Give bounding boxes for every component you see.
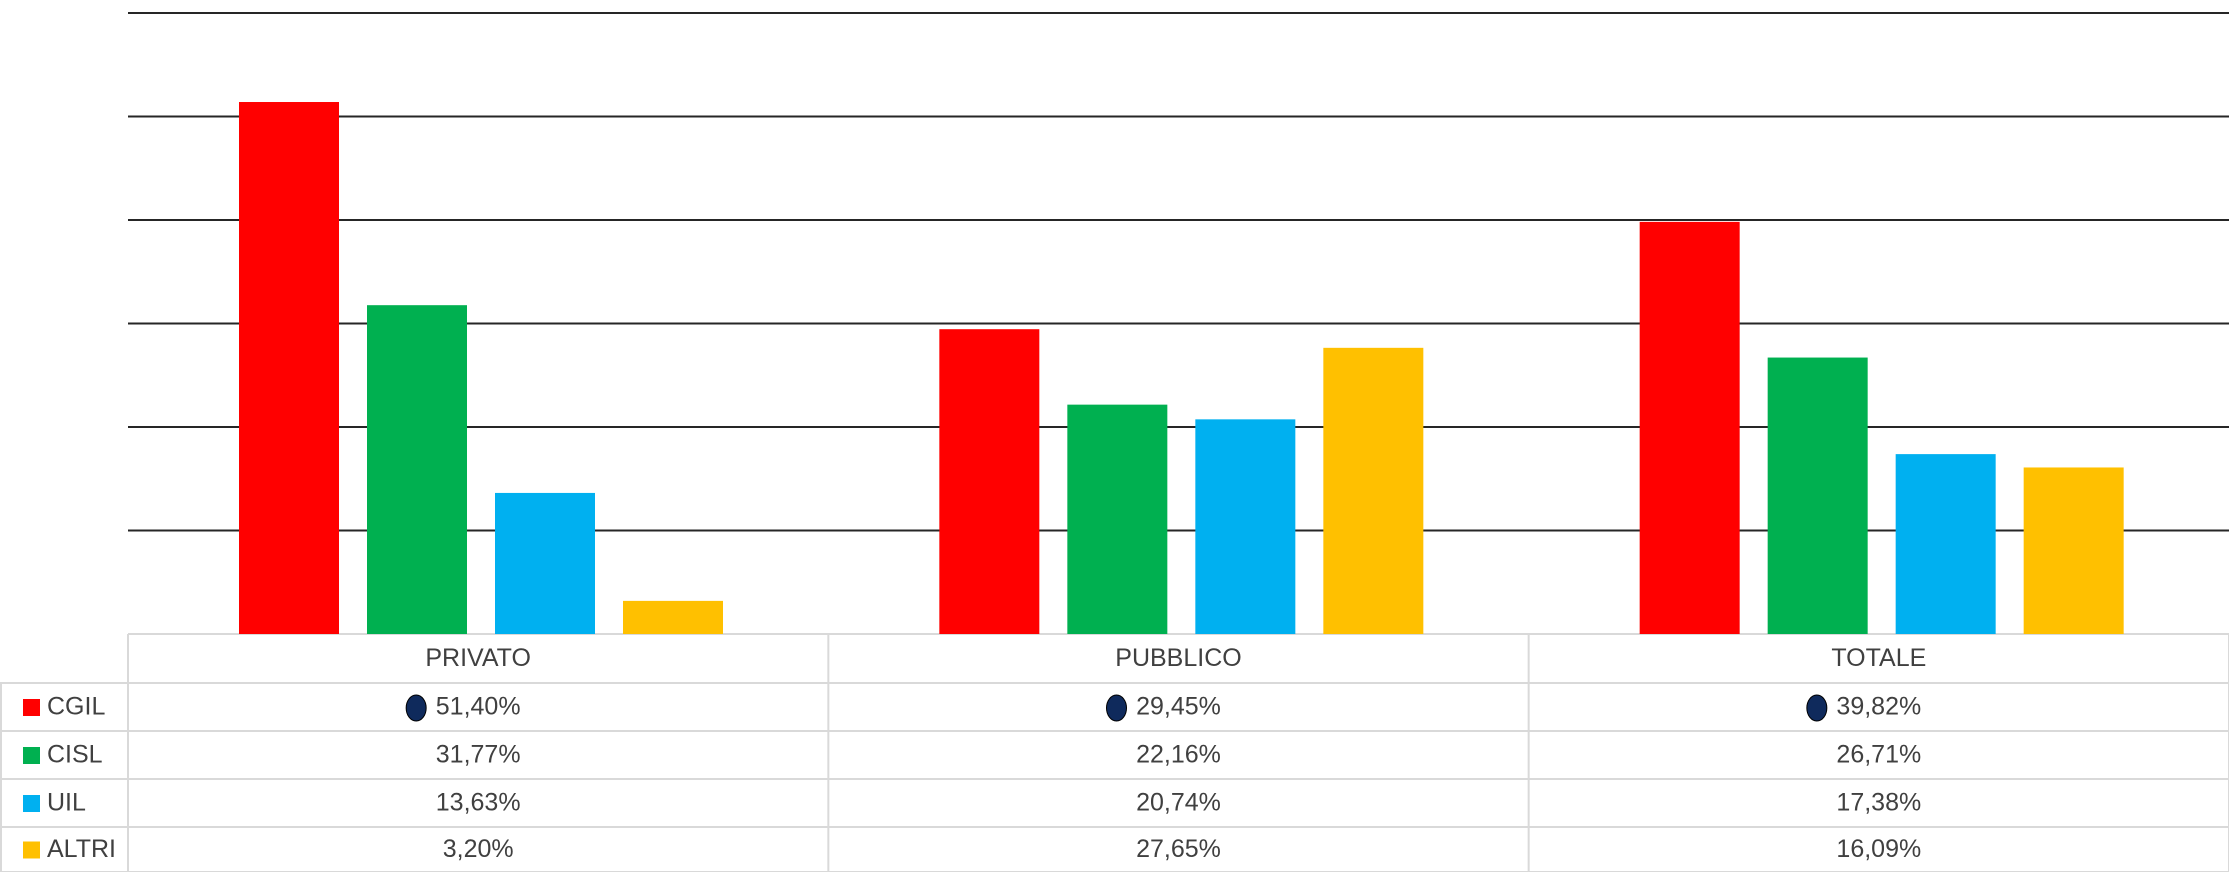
table-value: 31,77% [436, 741, 521, 769]
bar [1323, 347, 1424, 634]
bar [495, 492, 595, 634]
bar [623, 600, 723, 634]
bar [367, 305, 467, 634]
legend-label: ALTRI [47, 835, 116, 863]
bar [939, 329, 1040, 634]
table-value: 3,20% [443, 835, 514, 863]
bar [1639, 221, 1740, 634]
legend-swatch [23, 841, 40, 859]
marker-dot [1806, 694, 1828, 722]
table-value: 13,63% [436, 789, 521, 817]
category-label: PRIVATO [425, 644, 531, 672]
table-value: 20,74% [1136, 789, 1221, 817]
legend-label: CGIL [47, 693, 105, 721]
legend-label: CISL [47, 741, 103, 769]
bar [1067, 404, 1168, 634]
legend-swatch [23, 795, 40, 812]
table-value: 39,82% [1836, 693, 1921, 721]
category-label: TOTALE [1831, 644, 1926, 672]
marker-dot [1106, 694, 1127, 722]
legend-swatch [23, 747, 40, 764]
table-value: 16,09% [1836, 835, 1921, 863]
bar [239, 102, 339, 634]
table-value: 51,40% [436, 693, 521, 721]
legend-swatch [23, 699, 40, 716]
legend-label: UIL [47, 789, 86, 817]
marker-dot [405, 694, 427, 722]
table-value: 27,65% [1136, 835, 1221, 863]
bar [1895, 454, 1996, 634]
table-value: 22,16% [1136, 741, 1221, 769]
table-value: 17,38% [1836, 789, 1921, 817]
table-value: 29,45% [1136, 693, 1221, 721]
category-label: PUBBLICO [1115, 644, 1241, 672]
bar [1767, 357, 1868, 634]
bar [1195, 419, 1296, 634]
bar [2023, 467, 2124, 634]
table-value: 26,71% [1836, 741, 1921, 769]
